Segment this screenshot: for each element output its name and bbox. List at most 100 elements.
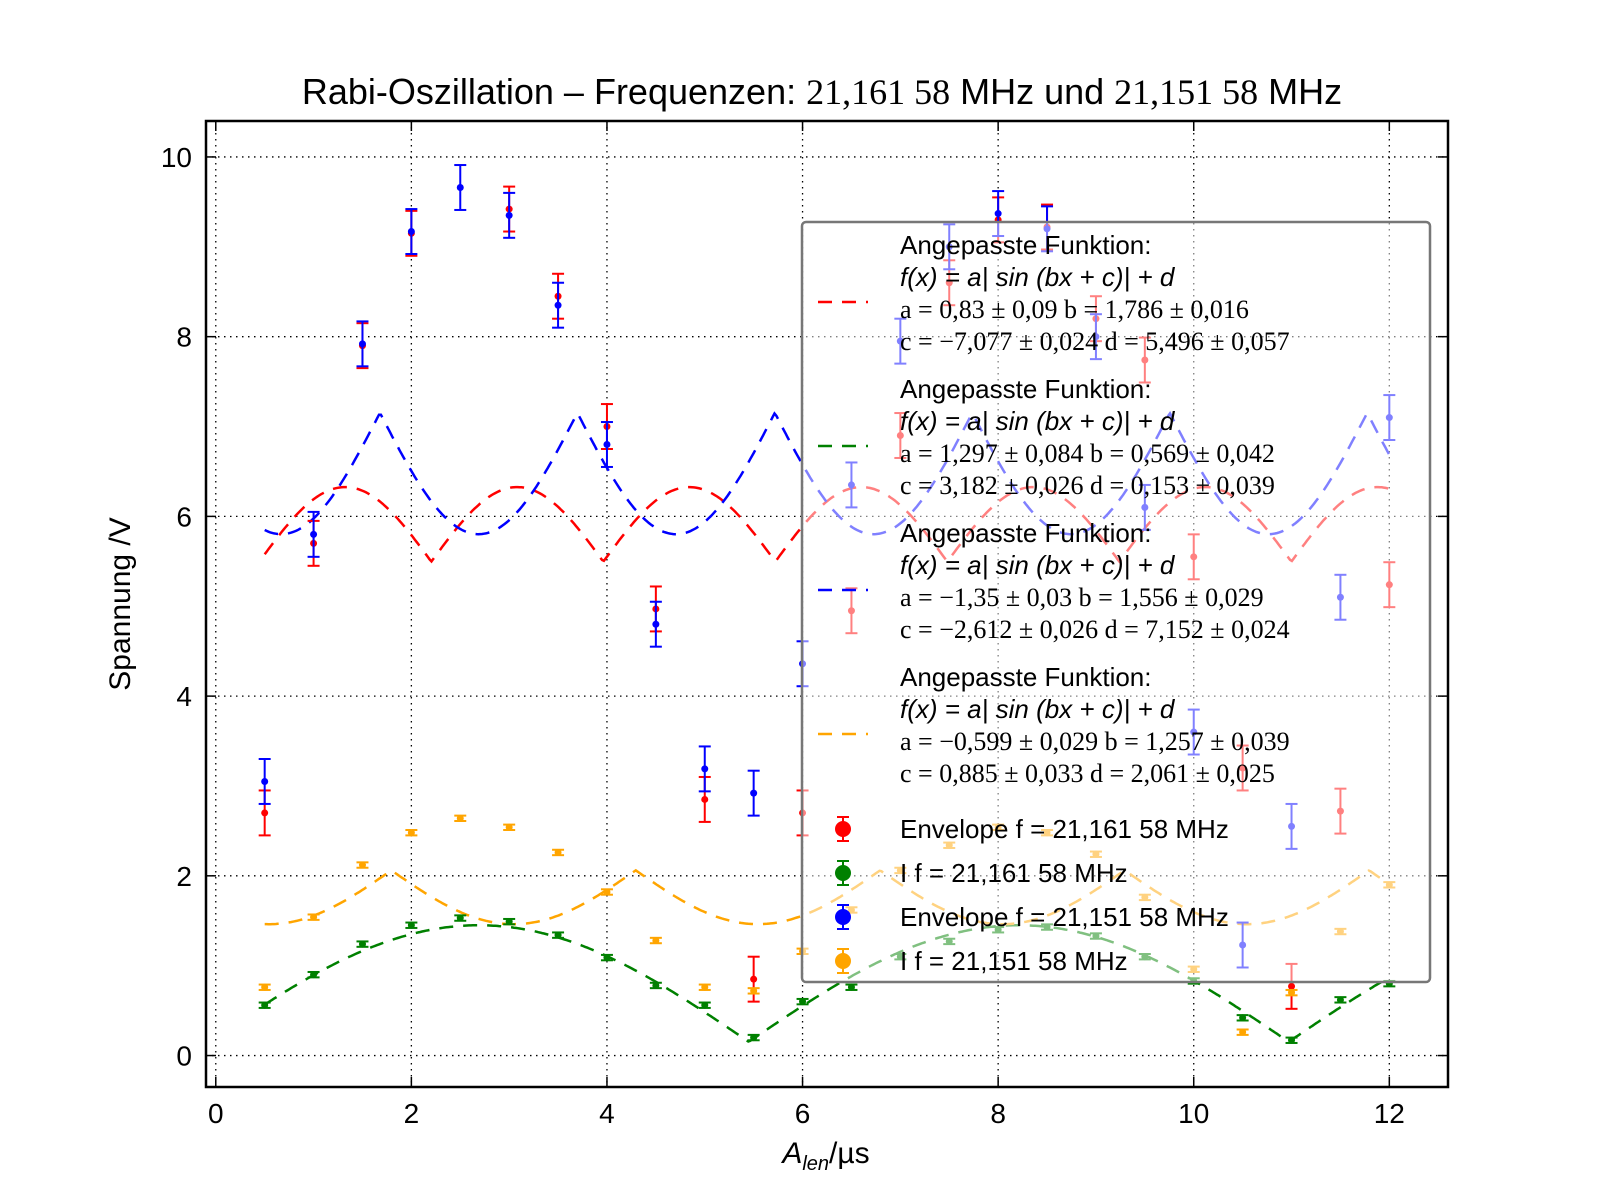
point-marker xyxy=(750,987,758,995)
data-point xyxy=(796,997,809,1006)
data-point xyxy=(1236,1014,1249,1022)
data-point xyxy=(454,914,467,922)
legend-marker-dot xyxy=(835,953,851,969)
point-marker xyxy=(261,983,269,991)
fit-curve xyxy=(264,924,1390,1043)
y-tick-label: 2 xyxy=(176,861,192,892)
x-axis-label: Alen/µs xyxy=(780,1137,869,1175)
data-point xyxy=(503,191,516,239)
data-point xyxy=(503,823,516,831)
y-tick-label: 0 xyxy=(176,1041,192,1072)
point-marker xyxy=(554,301,562,309)
point-marker xyxy=(1239,1028,1247,1036)
point-marker xyxy=(750,1034,758,1042)
data-point xyxy=(356,320,369,368)
data-point xyxy=(600,421,613,468)
data-point xyxy=(405,208,418,255)
point-marker xyxy=(1288,989,1296,997)
data-point xyxy=(454,814,467,823)
legend-marker-dot xyxy=(835,865,851,881)
y-tick-label: 8 xyxy=(176,322,192,353)
x-tick-label: 12 xyxy=(1374,1098,1405,1129)
data-point xyxy=(503,917,516,926)
point-marker xyxy=(652,937,660,945)
point-marker xyxy=(750,975,758,983)
x-axis-label-unit: /µs xyxy=(829,1137,870,1170)
point-marker xyxy=(1288,982,1296,990)
point-marker xyxy=(994,210,1002,218)
legend-marker-dot xyxy=(835,821,851,837)
data-point xyxy=(747,955,760,1003)
data-point xyxy=(649,981,662,990)
legend-fit-formula: f(x) = a| sin (bx + c)| + d xyxy=(900,406,1176,436)
data-point xyxy=(1236,1028,1249,1036)
legend-fit-formula: f(x) = a| sin (bx + c)| + d xyxy=(900,550,1176,580)
chart-title: Rabi-Oszillation – Frequenzen: 21,161 58… xyxy=(302,71,1342,112)
legend-fit-line1: a = 1,297 ± 0,084 b = 0,569 ± 0,042 xyxy=(900,439,1275,468)
data-point xyxy=(552,931,565,939)
legend-marker-swatch xyxy=(835,860,851,886)
axis-ticks: 0 2 4 6 8 10 12 0 2 4 6 8 10 xyxy=(161,121,1448,1129)
point-marker xyxy=(456,183,464,191)
point-marker xyxy=(603,440,611,448)
legend: Angepasste Funktion:f(x) = a| sin (bx + … xyxy=(800,220,1432,984)
point-marker xyxy=(358,861,366,869)
point-marker xyxy=(456,814,464,822)
legend-fit-title: Angepasste Funktion: xyxy=(900,518,1152,548)
point-marker xyxy=(310,530,318,538)
point-marker xyxy=(652,620,660,628)
plot-frame xyxy=(204,119,1450,1089)
point-marker xyxy=(358,940,366,948)
data-point xyxy=(698,983,711,991)
data-point xyxy=(307,510,320,558)
y-tick-label: 10 xyxy=(161,142,192,173)
data-point xyxy=(747,987,760,995)
legend-fit-line2: c = −7,077 ± 0,024 d = 5,496 ± 0,057 xyxy=(900,327,1290,356)
title-frequency-2: 21,151 58 xyxy=(1114,72,1258,112)
data-point xyxy=(1285,988,1298,997)
point-marker xyxy=(603,888,611,896)
legend-marker-swatch xyxy=(835,948,851,974)
legend-box xyxy=(800,220,1432,984)
data-point xyxy=(600,888,613,896)
data-point xyxy=(747,1033,760,1042)
point-marker xyxy=(261,1001,269,1009)
point-marker xyxy=(261,809,269,817)
data-point xyxy=(258,983,271,991)
point-marker xyxy=(456,914,464,922)
point-marker xyxy=(554,848,562,856)
data-point xyxy=(747,769,760,817)
data-point xyxy=(454,164,467,211)
legend-fit-line1: a = −1,35 ± 0,03 b = 1,556 ± 0,029 xyxy=(900,583,1264,612)
data-point xyxy=(307,970,320,979)
x-tick-label: 8 xyxy=(990,1098,1006,1129)
data-point xyxy=(258,758,271,805)
point-marker xyxy=(701,765,709,773)
point-marker xyxy=(603,954,611,962)
data-point xyxy=(405,921,418,929)
point-marker xyxy=(554,931,562,939)
point-marker xyxy=(701,983,709,991)
legend-marker-swatch xyxy=(835,816,851,842)
x-axis-label-sub: len xyxy=(802,1153,829,1175)
data-point xyxy=(552,848,565,857)
point-marker xyxy=(310,971,318,979)
point-marker xyxy=(407,829,415,837)
y-tick-label: 6 xyxy=(176,501,192,532)
data-point xyxy=(1285,1036,1298,1044)
point-marker xyxy=(799,998,807,1006)
data-point xyxy=(649,600,662,648)
data-point xyxy=(1334,996,1347,1004)
point-marker xyxy=(505,823,513,831)
point-marker xyxy=(505,918,513,926)
data-point xyxy=(356,861,369,869)
point-marker xyxy=(701,795,709,803)
x-tick-label: 10 xyxy=(1178,1098,1209,1129)
title-unit-2: MHz xyxy=(1258,71,1342,112)
data-point xyxy=(600,953,613,962)
legend-fit-line2: c = −2,612 ± 0,026 d = 7,152 ± 0,024 xyxy=(900,615,1290,644)
legend-marker-label: Envelope f = 21,161 58 MHz xyxy=(900,814,1229,844)
data-point xyxy=(698,745,711,793)
legend-marker-label: I f = 21,161 58 MHz xyxy=(900,858,1128,888)
